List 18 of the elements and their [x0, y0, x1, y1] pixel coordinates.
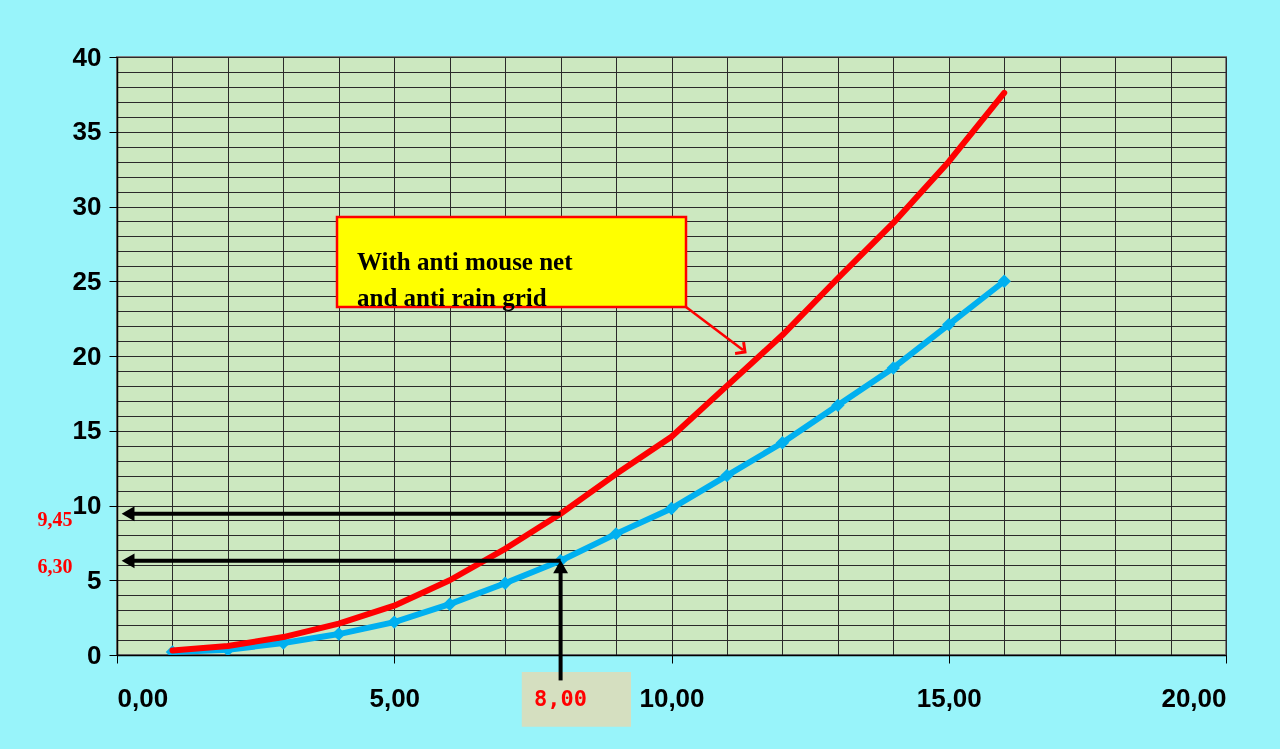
x-tick-label: 15,00 — [916, 682, 982, 713]
x-tick-label: 20,00 — [1161, 682, 1227, 713]
y-tick-label: 30 — [72, 191, 102, 221]
y-tick-label: 40 — [72, 41, 102, 72]
y-tick-label: 20 — [72, 340, 102, 371]
y-tick-label: 0 — [87, 639, 102, 670]
x-tick-label: 10,00 — [639, 682, 705, 713]
y-tick-label: 10 — [72, 490, 102, 520]
ref-line-label: 9,45 — [37, 507, 73, 530]
y-tick-label: 35 — [72, 116, 102, 147]
y-tick-label: 25 — [72, 265, 102, 296]
y-tick-label: 5 — [87, 564, 102, 595]
y-tick-label: 15 — [72, 415, 102, 446]
x-tick-label: 5,00 — [369, 682, 421, 713]
ref-line-label: 8,00 — [534, 686, 588, 711]
x-tick-label: 0,00 — [117, 682, 169, 713]
annotation: With anti mouse net and anti rain grid — [357, 248, 574, 311]
ref-line-label: 6,30 — [37, 554, 73, 577]
